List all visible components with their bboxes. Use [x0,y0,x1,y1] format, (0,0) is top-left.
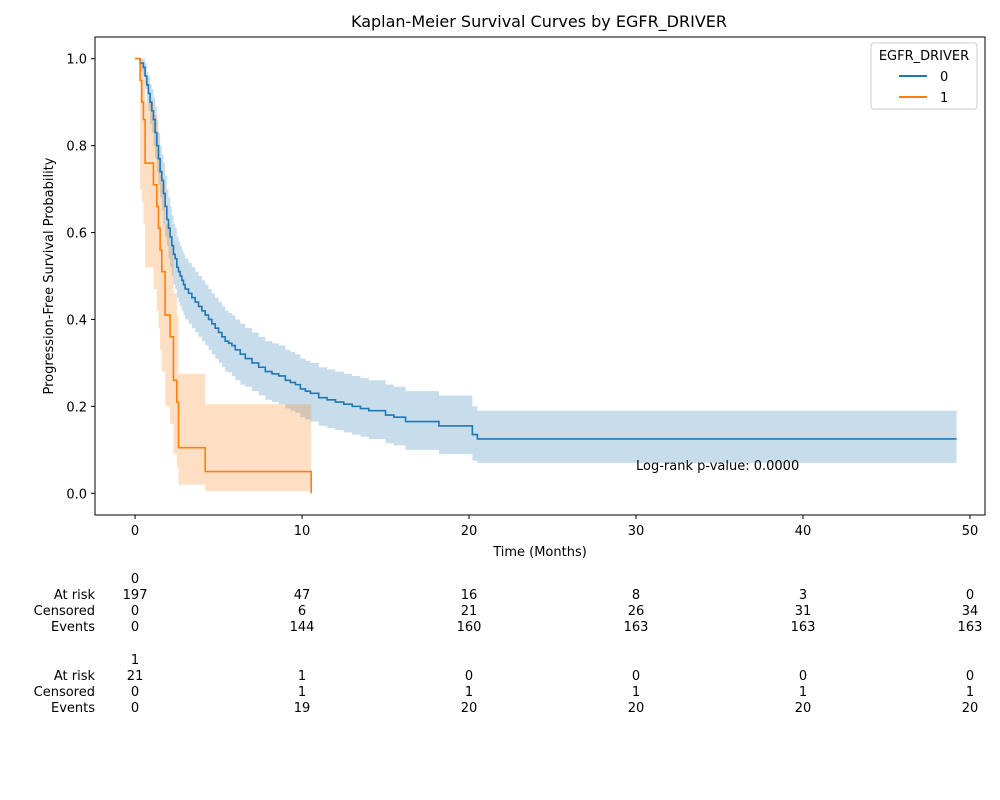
risk-cell-1-events: 20 [795,701,812,716]
x-axis-label: Time (Months) [492,545,587,560]
chart-title: Kaplan-Meier Survival Curves by EGFR_DRI… [351,12,727,32]
risk-cell-0-at_risk: 8 [632,588,640,603]
at-risk-table: 0 At risk 197 47 16 8 3 0 Censored 0 6 21 26 31 34 Even… [34,572,983,716]
risk-cell-1-events: 20 [461,701,478,716]
legend-label-1: 1 [940,91,948,106]
risk-cell-0-censored: 0 [131,604,139,619]
x-axis-ticks: 0 10 20 30 40 50 [131,515,978,539]
risk-cell-0-events: 163 [791,620,816,635]
survival-curves [135,57,957,494]
risk-group-1-header: 1 [131,653,139,668]
risk-cell-0-events: 163 [958,620,983,635]
risk-cell-1-censored: 1 [966,685,974,700]
risk-cell-0-censored: 21 [461,604,478,619]
risk-cell-1-events: 20 [628,701,645,716]
risk-cell-0-at_risk: 47 [294,588,311,603]
legend: EGFR_DRIVER 0 1 [870,42,978,110]
risk-cell-1-censored: 1 [632,685,640,700]
x-tick-label: 20 [461,524,478,539]
risk-cell-0-censored: 26 [628,604,645,619]
risk-cell-1-censored: 1 [465,685,473,700]
risk-cell-0-at_risk: 3 [799,588,807,603]
risk-row-label-events: Events [51,620,95,635]
risk-cell-1-at_risk: 0 [799,669,807,684]
risk-cell-1-events: 20 [962,701,979,716]
risk-cell-0-events: 163 [624,620,649,635]
y-tick-label: 1.0 [66,53,87,68]
x-tick-label: 30 [628,524,645,539]
y-tick-label: 0.6 [66,227,87,242]
legend-title: EGFR_DRIVER [879,49,969,64]
risk-group-0-header: 0 [131,572,139,587]
plot-frame [94,36,986,516]
risk-row-label-events: Events [51,701,95,716]
y-axis-ticks: 0.0 0.2 0.4 0.6 0.8 1.0 [66,53,95,502]
risk-cell-0-events: 160 [457,620,482,635]
survival-curve-0 [135,57,957,440]
risk-row-label-at_risk: At risk [54,669,96,684]
y-tick-label: 0.8 [66,140,87,155]
x-tick-label: 0 [131,524,139,539]
risk-cell-1-censored: 1 [298,685,306,700]
risk-row-label-at_risk: At risk [54,588,96,603]
x-tick-label: 50 [962,524,979,539]
confidence-bands [135,58,957,492]
risk-cell-0-censored: 6 [298,604,306,619]
x-tick-label: 40 [795,524,812,539]
logrank-pvalue-annotation: Log-rank p-value: 0.0000 [636,459,799,474]
risk-cell-0-at_risk: 197 [123,588,148,603]
y-tick-label: 0.0 [66,487,87,502]
risk-row-label-censored: Censored [34,685,95,700]
risk-cell-1-at_risk: 0 [966,669,974,684]
risk-cell-0-at_risk: 0 [966,588,974,603]
y-axis-label: Progression-Free Survival Probability [42,157,57,394]
survival-curve-1 [135,57,313,494]
risk-cell-1-at_risk: 1 [298,669,306,684]
y-tick-label: 0.2 [66,400,87,415]
x-tick-label: 10 [294,524,311,539]
risk-cell-0-events: 0 [131,620,139,635]
risk-cell-1-at_risk: 0 [465,669,473,684]
risk-cell-0-censored: 31 [795,604,812,619]
risk-cell-1-events: 0 [131,701,139,716]
ci-band-1 [135,58,312,492]
risk-cell-1-at_risk: 21 [127,669,144,684]
y-tick-label: 0.4 [66,313,87,328]
legend-label-0: 0 [940,70,948,85]
risk-cell-1-censored: 1 [799,685,807,700]
risk-cell-0-at_risk: 16 [461,588,478,603]
risk-cell-1-at_risk: 0 [632,669,640,684]
risk-cell-0-censored: 34 [962,604,979,619]
risk-row-label-censored: Censored [34,604,95,619]
risk-cell-0-events: 144 [290,620,315,635]
ci-band-0 [135,58,957,463]
risk-cell-1-censored: 0 [131,685,139,700]
risk-cell-1-events: 19 [294,701,311,716]
